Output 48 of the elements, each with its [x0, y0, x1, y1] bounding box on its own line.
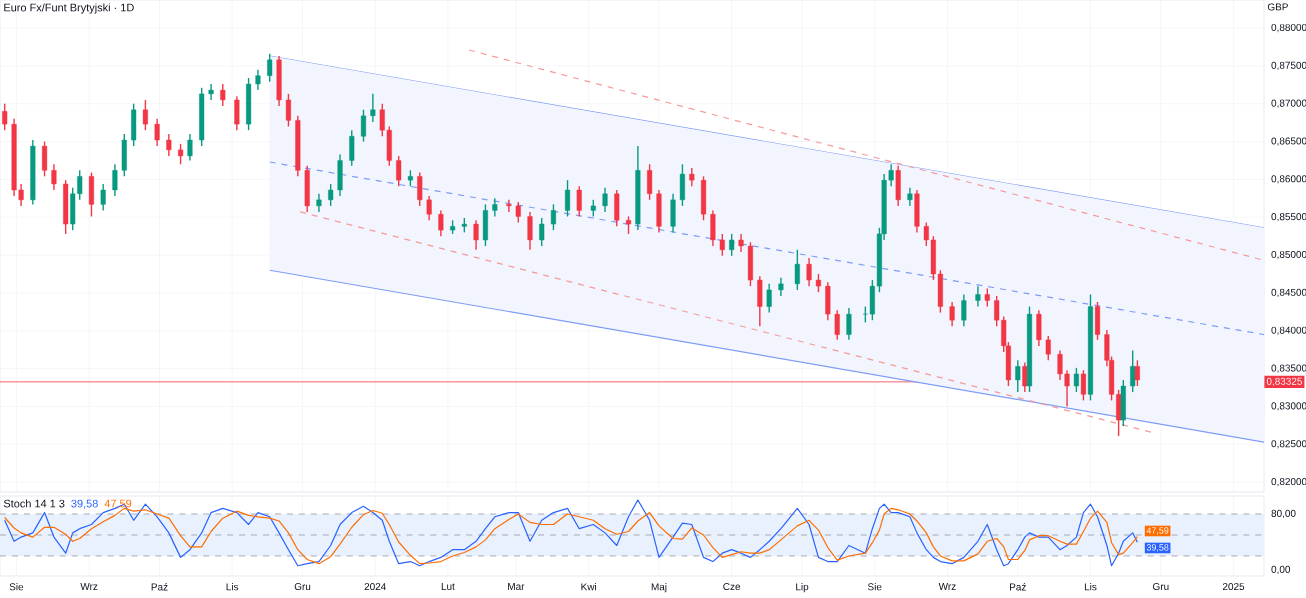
- candlestick: [689, 167, 695, 187]
- candlestick: [949, 301, 955, 327]
- candlestick: [438, 209, 444, 237]
- candlestick: [100, 183, 106, 212]
- candlestick: [63, 179, 69, 235]
- candlestick: [142, 99, 148, 131]
- candlestick: [267, 53, 273, 83]
- candlestick: [316, 193, 322, 213]
- candlestick: [961, 293, 967, 327]
- candlestick: [975, 285, 981, 308]
- candlestick: [370, 93, 376, 123]
- candlestick: [187, 133, 193, 162]
- candlestick: [1073, 367, 1079, 393]
- candlestick: [349, 129, 355, 167]
- candlestick: [88, 171, 94, 218]
- candlestick: [473, 219, 479, 251]
- candlestick: [1134, 359, 1140, 387]
- candlestick: [778, 277, 784, 297]
- candlestick: [220, 83, 226, 107]
- candlestick: [1120, 379, 1126, 427]
- candlestick: [614, 189, 620, 228]
- candlestick: [564, 179, 571, 218]
- candlestick: [729, 233, 735, 257]
- candlestick: [492, 197, 498, 218]
- candlestick: [576, 185, 582, 218]
- candlestick: [757, 275, 763, 327]
- candlestick: [550, 203, 556, 231]
- candlestick: [527, 211, 533, 251]
- candlestick: [178, 143, 184, 165]
- candlestick: [131, 103, 137, 147]
- candlestick: [907, 187, 913, 207]
- candlestick: [360, 109, 367, 143]
- candlestick: [396, 155, 402, 187]
- candlestick: [482, 203, 488, 247]
- candlestick: [1080, 369, 1086, 402]
- candlestick: [234, 95, 240, 131]
- candlestick: [166, 133, 172, 157]
- candlestick: [154, 118, 160, 147]
- candlestick: [794, 249, 800, 291]
- candlestick: [1022, 361, 1028, 393]
- candlestick: [895, 165, 901, 207]
- candlestick: [984, 287, 990, 308]
- candlestick: [766, 283, 772, 314]
- candlestick: [1130, 349, 1136, 393]
- candlestick: [1015, 359, 1021, 393]
- candlestick: [602, 187, 608, 213]
- candlestick: [539, 217, 545, 247]
- candlestick: [846, 307, 852, 341]
